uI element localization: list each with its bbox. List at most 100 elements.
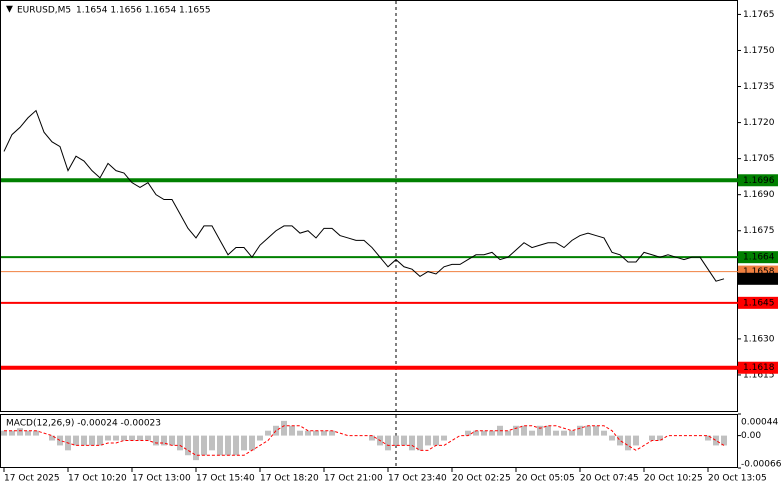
macd-bar bbox=[57, 435, 63, 446]
macd-bar bbox=[305, 430, 311, 436]
macd-bar bbox=[265, 430, 271, 436]
x-tick-label: 17 Oct 13:00 bbox=[132, 474, 191, 484]
macd-bar bbox=[521, 425, 527, 436]
level-label: 1.1696 bbox=[743, 176, 775, 186]
macd-bar bbox=[593, 425, 599, 436]
x-tick-label: 17 Oct 23:40 bbox=[388, 474, 447, 484]
macd-bar bbox=[505, 430, 511, 436]
x-tick-label: 17 Oct 2025 bbox=[4, 474, 60, 484]
x-tick-label: 17 Oct 15:40 bbox=[196, 474, 255, 484]
x-tick-label: 17 Oct 10:20 bbox=[68, 474, 127, 484]
macd-bar bbox=[281, 420, 287, 436]
menu-arrow: ▼ bbox=[6, 5, 13, 15]
macd-bar bbox=[601, 430, 607, 436]
y-tick-label: -0.00066 bbox=[741, 460, 781, 470]
price-line bbox=[3, 109, 725, 282]
y-tick-label: 1.1615 bbox=[743, 370, 775, 380]
macd-bar bbox=[201, 435, 207, 456]
x-tick-label: 20 Oct 13:05 bbox=[708, 474, 767, 484]
level-label-bg bbox=[738, 174, 778, 187]
macd-bar bbox=[401, 435, 407, 446]
macd-bar bbox=[9, 430, 15, 436]
symbol-title: EURUSD,M5 bbox=[17, 6, 71, 16]
macd-bar bbox=[537, 425, 543, 436]
macd-bar bbox=[425, 435, 431, 446]
macd-bar bbox=[625, 435, 631, 451]
macd-bar bbox=[249, 435, 255, 451]
macd-bar bbox=[385, 435, 391, 451]
macd-bar bbox=[329, 430, 335, 436]
macd-bar bbox=[409, 435, 415, 451]
signal-line bbox=[4, 425, 725, 456]
x-tick-label: 20 Oct 05:05 bbox=[516, 474, 575, 484]
macd-bar bbox=[369, 435, 375, 441]
level-label-bg bbox=[738, 296, 778, 309]
level-label-bg bbox=[738, 251, 778, 264]
macd-bar bbox=[105, 435, 111, 441]
y-tick-label: 1.1630 bbox=[743, 334, 775, 344]
macd-bar bbox=[473, 430, 479, 436]
macd-bar bbox=[529, 430, 535, 436]
level-label: 1.1658 bbox=[743, 267, 775, 277]
level-label: 1.1664 bbox=[743, 253, 775, 263]
macd-bar bbox=[153, 435, 159, 446]
macd-bar bbox=[393, 435, 399, 446]
macd-bar bbox=[569, 430, 575, 436]
y-tick-label: 1.1750 bbox=[743, 46, 775, 56]
macd-bar bbox=[609, 435, 615, 441]
macd-bar bbox=[257, 435, 263, 441]
y-tick-label: 1.1690 bbox=[743, 190, 775, 200]
macd-bar bbox=[185, 435, 191, 456]
level-label: 1.1655 bbox=[743, 274, 775, 284]
macd-bar bbox=[177, 435, 183, 451]
ohlc: 1.1654 1.1656 1.1654 1.1655 bbox=[76, 6, 211, 16]
macd-bar bbox=[193, 435, 199, 461]
level-label-bg bbox=[738, 361, 778, 374]
macd-title: MACD(12,26,9) -0.00024 -0.00023 bbox=[6, 419, 161, 429]
macd-bar bbox=[585, 425, 591, 436]
macd-bar bbox=[217, 435, 223, 456]
macd-bar bbox=[137, 435, 143, 441]
macd-bar bbox=[721, 435, 727, 446]
macd-bar bbox=[513, 425, 519, 436]
macd-bar bbox=[433, 435, 439, 446]
macd-bar bbox=[297, 430, 303, 436]
macd-bar bbox=[113, 435, 119, 441]
y-tick-label: 1.1735 bbox=[743, 82, 775, 92]
macd-bar bbox=[233, 435, 239, 456]
level-label: 1.1645 bbox=[743, 298, 775, 308]
macd-bar bbox=[145, 435, 151, 441]
macd-bar bbox=[417, 435, 423, 451]
y-tick-label: 1.1765 bbox=[743, 10, 775, 20]
macd-bar bbox=[33, 430, 39, 436]
macd-bar bbox=[121, 435, 127, 441]
macd-bar bbox=[705, 435, 711, 441]
x-tick-label: 17 Oct 18:20 bbox=[260, 474, 319, 484]
macd-bar bbox=[129, 435, 135, 441]
macd-bar bbox=[241, 435, 247, 451]
plot-layer: 1.1765 1.1750 1.1735 1.1720 1.1705 1.1690 1.16… bbox=[1, 10, 781, 484]
macd-bar bbox=[161, 435, 167, 446]
x-tick-label: 20 Oct 07:45 bbox=[580, 474, 639, 484]
macd-bar bbox=[73, 435, 79, 446]
x-tick-label: 20 Oct 02:25 bbox=[452, 474, 511, 484]
level-label-bg bbox=[738, 272, 778, 285]
macd-bar bbox=[481, 430, 487, 436]
x-tick-label: 20 Oct 10:25 bbox=[644, 474, 703, 484]
macd-bar bbox=[89, 435, 95, 446]
level-label: 1.1618 bbox=[743, 363, 775, 373]
macd-bar bbox=[649, 435, 655, 441]
y-tick-label: 1.1720 bbox=[743, 118, 775, 128]
macd-bar bbox=[49, 435, 55, 441]
y-tick-label: 1.1705 bbox=[743, 154, 775, 164]
macd-bar bbox=[577, 425, 583, 436]
macd-bar bbox=[657, 435, 663, 441]
macd-bar bbox=[25, 430, 31, 436]
macd-bar bbox=[489, 430, 495, 436]
x-tick-label: 17 Oct 21:00 bbox=[324, 474, 383, 484]
y-tick-label: 1.1675 bbox=[743, 226, 775, 236]
macd-bar bbox=[561, 430, 567, 436]
macd-bar bbox=[81, 435, 87, 446]
y-tick-label: 0.00044 bbox=[741, 418, 778, 428]
